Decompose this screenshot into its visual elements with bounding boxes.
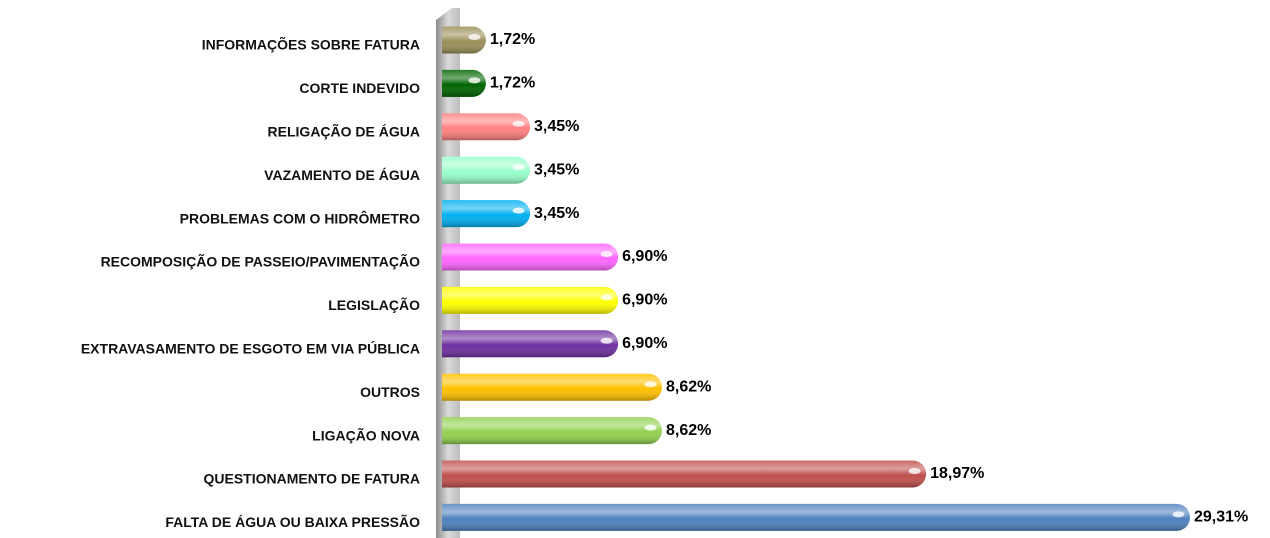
bar-highlight bbox=[468, 34, 481, 40]
category-label: OUTROS bbox=[360, 384, 420, 400]
bar-highlight bbox=[600, 294, 613, 301]
category-label: VAZAMENTO DE ÁGUA bbox=[264, 167, 420, 183]
category-label: EXTRAVASAMENTO DE ESGOTO EM VIA PÚBLICA bbox=[81, 340, 420, 357]
bar-highlight bbox=[644, 381, 657, 388]
value-label: 29,31% bbox=[1194, 509, 1248, 526]
bar-shine bbox=[442, 330, 619, 358]
bar-shine bbox=[442, 460, 927, 488]
bar-highlight bbox=[600, 337, 613, 344]
bar-highlight bbox=[644, 424, 657, 431]
value-label: 3,45% bbox=[534, 205, 579, 222]
bar-shine bbox=[442, 156, 531, 184]
bar-shine bbox=[442, 26, 486, 54]
value-label: 3,45% bbox=[534, 118, 579, 135]
bar-shine bbox=[442, 113, 531, 141]
category-label: LEGISLAÇÃO bbox=[328, 296, 420, 313]
value-label: 3,45% bbox=[534, 161, 579, 178]
value-label: 18,97% bbox=[930, 465, 984, 482]
bar-highlight bbox=[600, 251, 613, 257]
category-label: FALTA DE ÁGUA OU BAIXA PRESSÃO bbox=[165, 513, 420, 530]
bar-highlight bbox=[468, 77, 481, 84]
bar-highlight bbox=[512, 120, 525, 127]
value-label: 6,90% bbox=[622, 248, 667, 265]
category-label: INFORMAÇÕES SOBRE FATURA bbox=[202, 36, 420, 53]
bar-shine bbox=[442, 243, 619, 271]
value-label: 6,90% bbox=[622, 335, 667, 352]
bar-shine bbox=[442, 503, 1190, 531]
bar-shine bbox=[442, 373, 662, 401]
bar-shine bbox=[442, 286, 619, 314]
bar-shine bbox=[442, 417, 662, 445]
axis-wall bbox=[436, 8, 460, 538]
value-label: 6,90% bbox=[622, 292, 667, 309]
bar-highlight bbox=[908, 468, 921, 474]
category-label: LIGAÇÃO NOVA bbox=[312, 426, 420, 443]
value-label: 1,72% bbox=[490, 31, 535, 48]
bar-highlight bbox=[1172, 511, 1185, 518]
category-label: RELIGAÇÃO DE ÁGUA bbox=[268, 123, 420, 140]
category-label: QUESTIONAMENTO DE FATURA bbox=[204, 471, 421, 487]
bar-highlight bbox=[512, 207, 525, 214]
category-label: PROBLEMAS COM O HIDRÔMETRO bbox=[180, 209, 420, 226]
bar-shine bbox=[442, 200, 531, 228]
bar-shine bbox=[442, 69, 486, 97]
bar-highlight bbox=[512, 164, 525, 171]
value-label: 1,72% bbox=[490, 75, 535, 92]
category-label: RECOMPOSIÇÃO DE PASSEIO/PAVIMENTAÇÃO bbox=[101, 253, 421, 270]
value-label: 8,62% bbox=[666, 422, 711, 439]
category-label: CORTE INDEVIDO bbox=[299, 80, 420, 96]
value-label: 8,62% bbox=[666, 378, 711, 395]
